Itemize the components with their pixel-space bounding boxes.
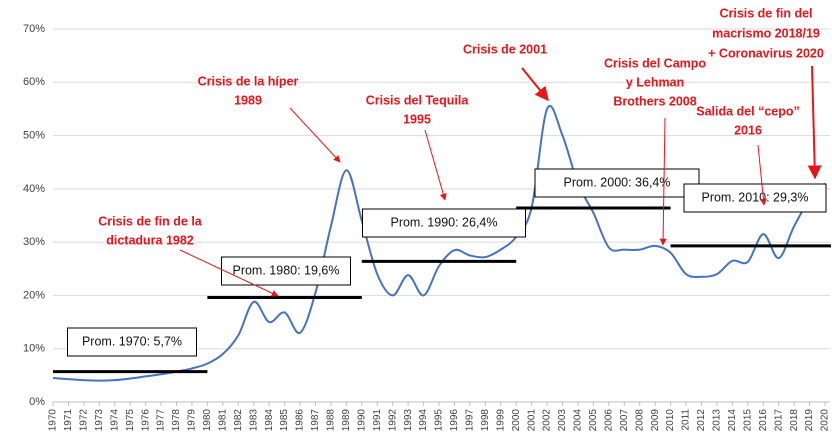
x-tick-label: 1970 [48, 409, 59, 432]
x-tick-label: 1980 [202, 409, 213, 432]
x-tick-label: 1979 [187, 409, 198, 432]
x-tick-label: 2003 [557, 409, 568, 432]
x-tick-label: 1978 [171, 409, 182, 432]
annotation: Brothers 2008 [613, 94, 696, 108]
annotation-arrow [179, 249, 279, 297]
x-tick-label: 1993 [403, 409, 414, 432]
x-tick-label: 1982 [233, 409, 244, 432]
x-tick-label: 2002 [542, 409, 553, 432]
annotation: Crisis del Campo [604, 56, 706, 70]
x-tick-label: 1998 [480, 409, 491, 432]
x-tick-label: 2010 [665, 409, 676, 432]
x-tick-label: 1992 [387, 409, 398, 432]
x-tick-label: 1983 [248, 409, 259, 432]
y-tick-label: 10% [23, 343, 45, 355]
x-tick-label: 1997 [465, 409, 476, 432]
x-tick-label: 1984 [264, 409, 275, 432]
x-tick-label: 2004 [573, 409, 584, 432]
annotation: Crisis de fin del [719, 6, 812, 20]
x-tick-label: 2006 [603, 409, 614, 432]
x-tick-label: 2007 [619, 409, 630, 432]
average-label: Prom. 1980: 19,6% [232, 263, 339, 277]
x-tick-label: 1987 [310, 409, 321, 432]
annotation-arrow [757, 144, 767, 206]
average-label: Prom. 2010: 29,3% [701, 190, 808, 204]
x-tick-label: 2008 [634, 409, 645, 432]
x-tick-label: 2020 [820, 409, 831, 432]
x-tick-label: 2012 [696, 409, 707, 432]
annotation: macrismo 2018/19 [712, 26, 820, 40]
annotation: + Coronavirus 2020 [708, 46, 824, 60]
x-tick-label: 2017 [773, 409, 784, 432]
y-tick-label: 50% [23, 129, 45, 141]
annotation-arrow [521, 67, 549, 102]
x-tick-label: 2011 [681, 409, 692, 431]
x-tick-label: 1999 [495, 409, 506, 432]
x-tick-label: 1974 [109, 409, 120, 432]
annotation: dictadura 1982 [106, 233, 194, 247]
average-box [362, 208, 526, 238]
annotation: Salida del “cepo” [696, 104, 800, 118]
x-tick-label: 1995 [434, 409, 445, 432]
x-tick-label: 1976 [140, 409, 151, 432]
annotation: 1989 [234, 93, 262, 107]
x-tick-label: 2005 [588, 409, 599, 432]
x-tick-label: 1985 [279, 409, 290, 432]
annotation: Crisis del Tequila [366, 93, 470, 107]
annotation-arrow [289, 107, 341, 163]
x-tick-label: 1989 [341, 409, 352, 432]
annotation-arrow [807, 65, 822, 180]
y-tick-label: 20% [23, 289, 45, 301]
x-tick-label: 2018 [789, 409, 800, 432]
x-tick-label: 1996 [449, 409, 460, 432]
x-tick-label: 1975 [125, 409, 136, 432]
average-box [534, 168, 700, 198]
x-tick-label: 2013 [712, 409, 723, 432]
x-tick-label: 2000 [511, 409, 522, 432]
x-tick-label: 1994 [418, 409, 429, 432]
average-label: Prom. 1990: 26,4% [390, 215, 497, 229]
x-tick-label: 1991 [372, 409, 383, 432]
y-tick-label: 0% [29, 396, 45, 408]
average-label: Prom. 1970: 5,7% [82, 334, 182, 348]
annotation: 1995 [403, 112, 431, 126]
annotation: Crisis de fin de la [98, 214, 203, 228]
y-tick-label: 70% [23, 23, 45, 35]
x-tick-label: 1986 [295, 409, 306, 432]
average-box [221, 256, 351, 286]
y-tick-label: 30% [23, 236, 45, 248]
x-tick-label: 2014 [727, 409, 738, 432]
annotation-arrow [659, 117, 667, 246]
average-label: Prom. 2000: 36,4% [563, 175, 670, 189]
x-tick-label: 2015 [742, 409, 753, 432]
annotation-arrow [424, 129, 447, 201]
x-tick-label: 1988 [326, 409, 337, 432]
x-tick-label: 1977 [156, 409, 167, 432]
annotation: Crisis de la híper [198, 74, 299, 88]
average-box [67, 327, 197, 357]
x-tick-label: 1981 [217, 409, 228, 432]
x-tick-label: 2001 [526, 409, 537, 432]
x-tick-label: 1990 [356, 409, 367, 432]
x-tick-label: 2019 [804, 409, 815, 432]
annotation: y Lehman [626, 75, 684, 89]
x-tick-label: 1971 [63, 409, 74, 432]
annotation: Crisis de 2001 [463, 42, 547, 56]
x-tick-label: 1972 [79, 409, 90, 432]
x-tick-label: 1973 [94, 409, 105, 432]
x-tick-label: 2016 [758, 409, 769, 432]
average-box [683, 183, 827, 213]
annotation: 2016 [734, 123, 762, 137]
y-tick-label: 60% [23, 76, 45, 88]
x-tick-label: 2009 [650, 409, 661, 432]
y-tick-label: 40% [23, 183, 45, 195]
